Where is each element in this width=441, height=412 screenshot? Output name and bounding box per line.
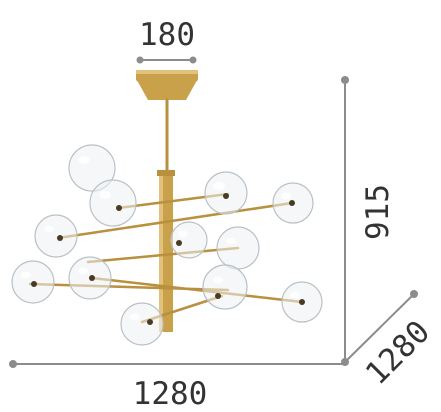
glass-globe <box>34 214 78 258</box>
ceiling-canopy <box>136 70 198 100</box>
glass-globe <box>120 302 164 346</box>
glass-globe <box>272 182 314 224</box>
glass-globe <box>68 256 112 300</box>
height-label: 915 <box>360 184 396 240</box>
dimension-width: 1280 <box>9 360 345 412</box>
dimension-depth: 1280 <box>344 290 437 392</box>
dimension-top-width: 180 <box>136 17 197 64</box>
top-width-label: 180 <box>139 17 195 53</box>
glass-globe <box>11 260 55 304</box>
glass-globes <box>11 144 323 346</box>
glass-globe <box>202 264 248 310</box>
depth-label: 1280 <box>359 314 437 392</box>
glass-globe <box>216 226 260 270</box>
chandelier-illustration <box>11 70 323 346</box>
glass-globe <box>170 221 208 259</box>
central-column <box>157 170 175 332</box>
dimension-height: 915 <box>341 76 396 366</box>
glass-globe <box>89 179 137 227</box>
glass-globe <box>68 144 116 192</box>
width-label: 1280 <box>133 376 208 412</box>
glass-globe <box>204 171 248 215</box>
glass-globe <box>281 281 323 323</box>
